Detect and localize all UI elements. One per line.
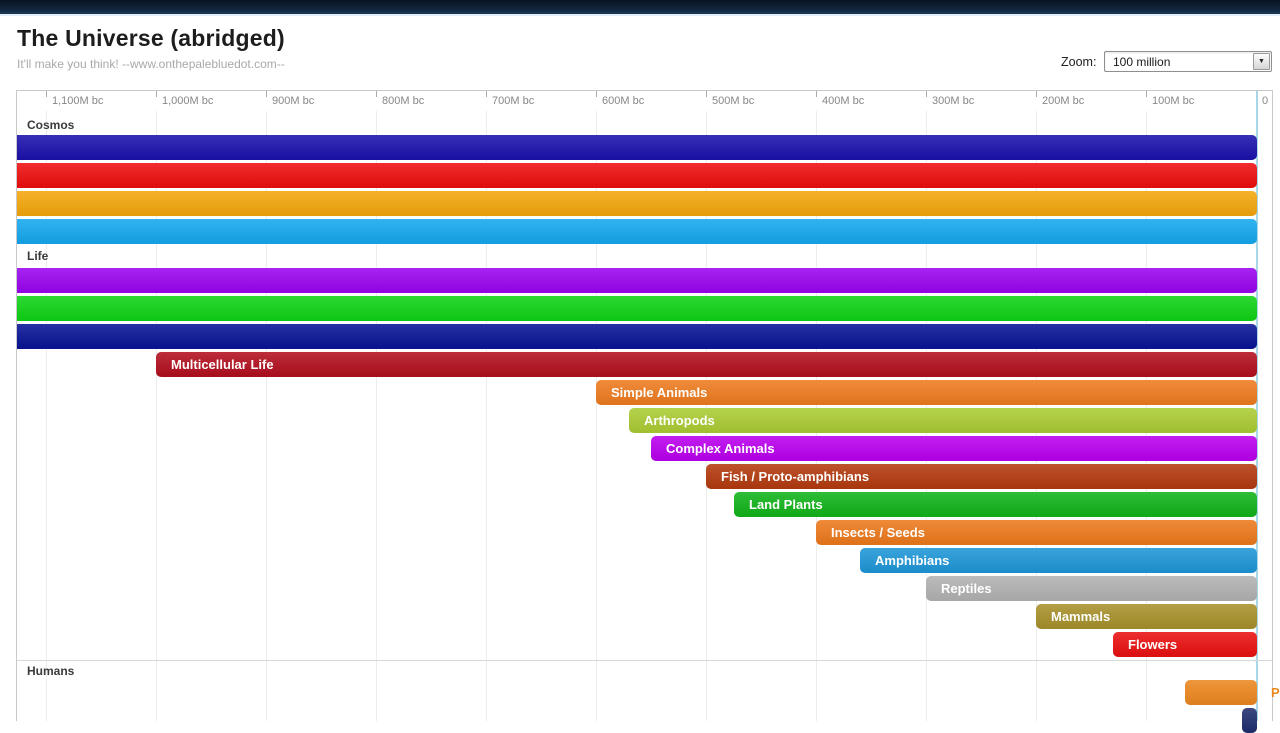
bar-reptiles[interactable]: Reptiles (926, 576, 1257, 601)
clipped-bar-label: P (1271, 685, 1280, 700)
top-banner (0, 0, 1280, 16)
page-title: The Universe (abridged) (17, 25, 285, 51)
section-label-cosmos: Cosmos (27, 118, 75, 132)
axis-tick-label: 500M bc (712, 95, 755, 107)
bar-land-plants[interactable]: Land Plants (734, 492, 1257, 517)
gridline (156, 111, 157, 721)
axis-tick (1146, 91, 1147, 97)
axis-tick-label: 600M bc (602, 95, 645, 107)
present-day-gridline (1256, 91, 1258, 721)
axis-tick (46, 91, 47, 97)
axis-tick (266, 91, 267, 97)
gridline (486, 111, 487, 721)
bar-mammals[interactable]: Mammals (1036, 604, 1257, 629)
axis-tick (1036, 91, 1037, 97)
axis-tick (926, 91, 927, 97)
chevron-down-icon[interactable]: ▼ (1253, 53, 1270, 70)
axis-tick (486, 91, 487, 97)
axis-tick (156, 91, 157, 97)
cosmos-bar-1[interactable] (17, 135, 1257, 160)
axis-tick (816, 91, 817, 97)
axis-tick-label: 100M bc (1152, 95, 1195, 107)
bar-insects-seeds[interactable]: Insects / Seeds (816, 520, 1257, 545)
axis-tick-label: 900M bc (272, 95, 315, 107)
gridline (376, 111, 377, 721)
gridline (266, 111, 267, 721)
axis-tick-label: 1,100M bc (52, 95, 104, 107)
gridline (46, 111, 47, 721)
section-separator (17, 660, 1272, 661)
bar-multicellular-life[interactable]: Multicellular Life (156, 352, 1257, 377)
gridline (596, 111, 597, 721)
axis-tick (376, 91, 377, 97)
bar-flowers[interactable]: Flowers (1113, 632, 1257, 657)
axis-tick-label: 1,000M bc (162, 95, 214, 107)
axis-tick-label: 300M bc (932, 95, 975, 107)
life-bar-2[interactable] (17, 296, 1257, 321)
axis-tick (706, 91, 707, 97)
section-label-life: Life (27, 249, 49, 263)
axis-tick-label: 200M bc (1042, 95, 1085, 107)
life-bar-3[interactable] (17, 324, 1257, 349)
section-label-humans: Humans (27, 664, 75, 678)
cosmos-bar-2[interactable] (17, 163, 1257, 188)
page-subtitle: It'll make you think! --www.onthepaleblu… (17, 57, 285, 71)
bar-fish-proto-amphibians[interactable]: Fish / Proto-amphibians (706, 464, 1257, 489)
axis-tick-label: 400M bc (822, 95, 865, 107)
bar-complex-animals[interactable]: Complex Animals (651, 436, 1257, 461)
axis-tick-label: 700M bc (492, 95, 535, 107)
timeline-chart[interactable]: 1,100M bc 1,000M bc 900M bc 800M bc 700M bc 6… (16, 90, 1280, 733)
bar-amphibians[interactable]: Amphibians (860, 548, 1257, 573)
humans-bar-2[interactable] (1242, 708, 1257, 733)
zoom-select[interactable]: 100 million ▼ (1104, 51, 1272, 72)
humans-bar-1[interactable] (1185, 680, 1257, 705)
axis-tick (596, 91, 597, 97)
axis-tick-label: 0 (1262, 95, 1269, 107)
cosmos-bar-4[interactable] (17, 219, 1257, 244)
axis-tick-label: 800M bc (382, 95, 425, 107)
cosmos-bar-3[interactable] (17, 191, 1257, 216)
zoom-select-value: 100 million (1113, 55, 1171, 69)
zoom-label: Zoom: (1061, 55, 1097, 69)
bar-simple-animals[interactable]: Simple Animals (596, 380, 1257, 405)
bar-arthropods[interactable]: Arthropods (629, 408, 1257, 433)
life-bar-1[interactable] (17, 268, 1257, 293)
